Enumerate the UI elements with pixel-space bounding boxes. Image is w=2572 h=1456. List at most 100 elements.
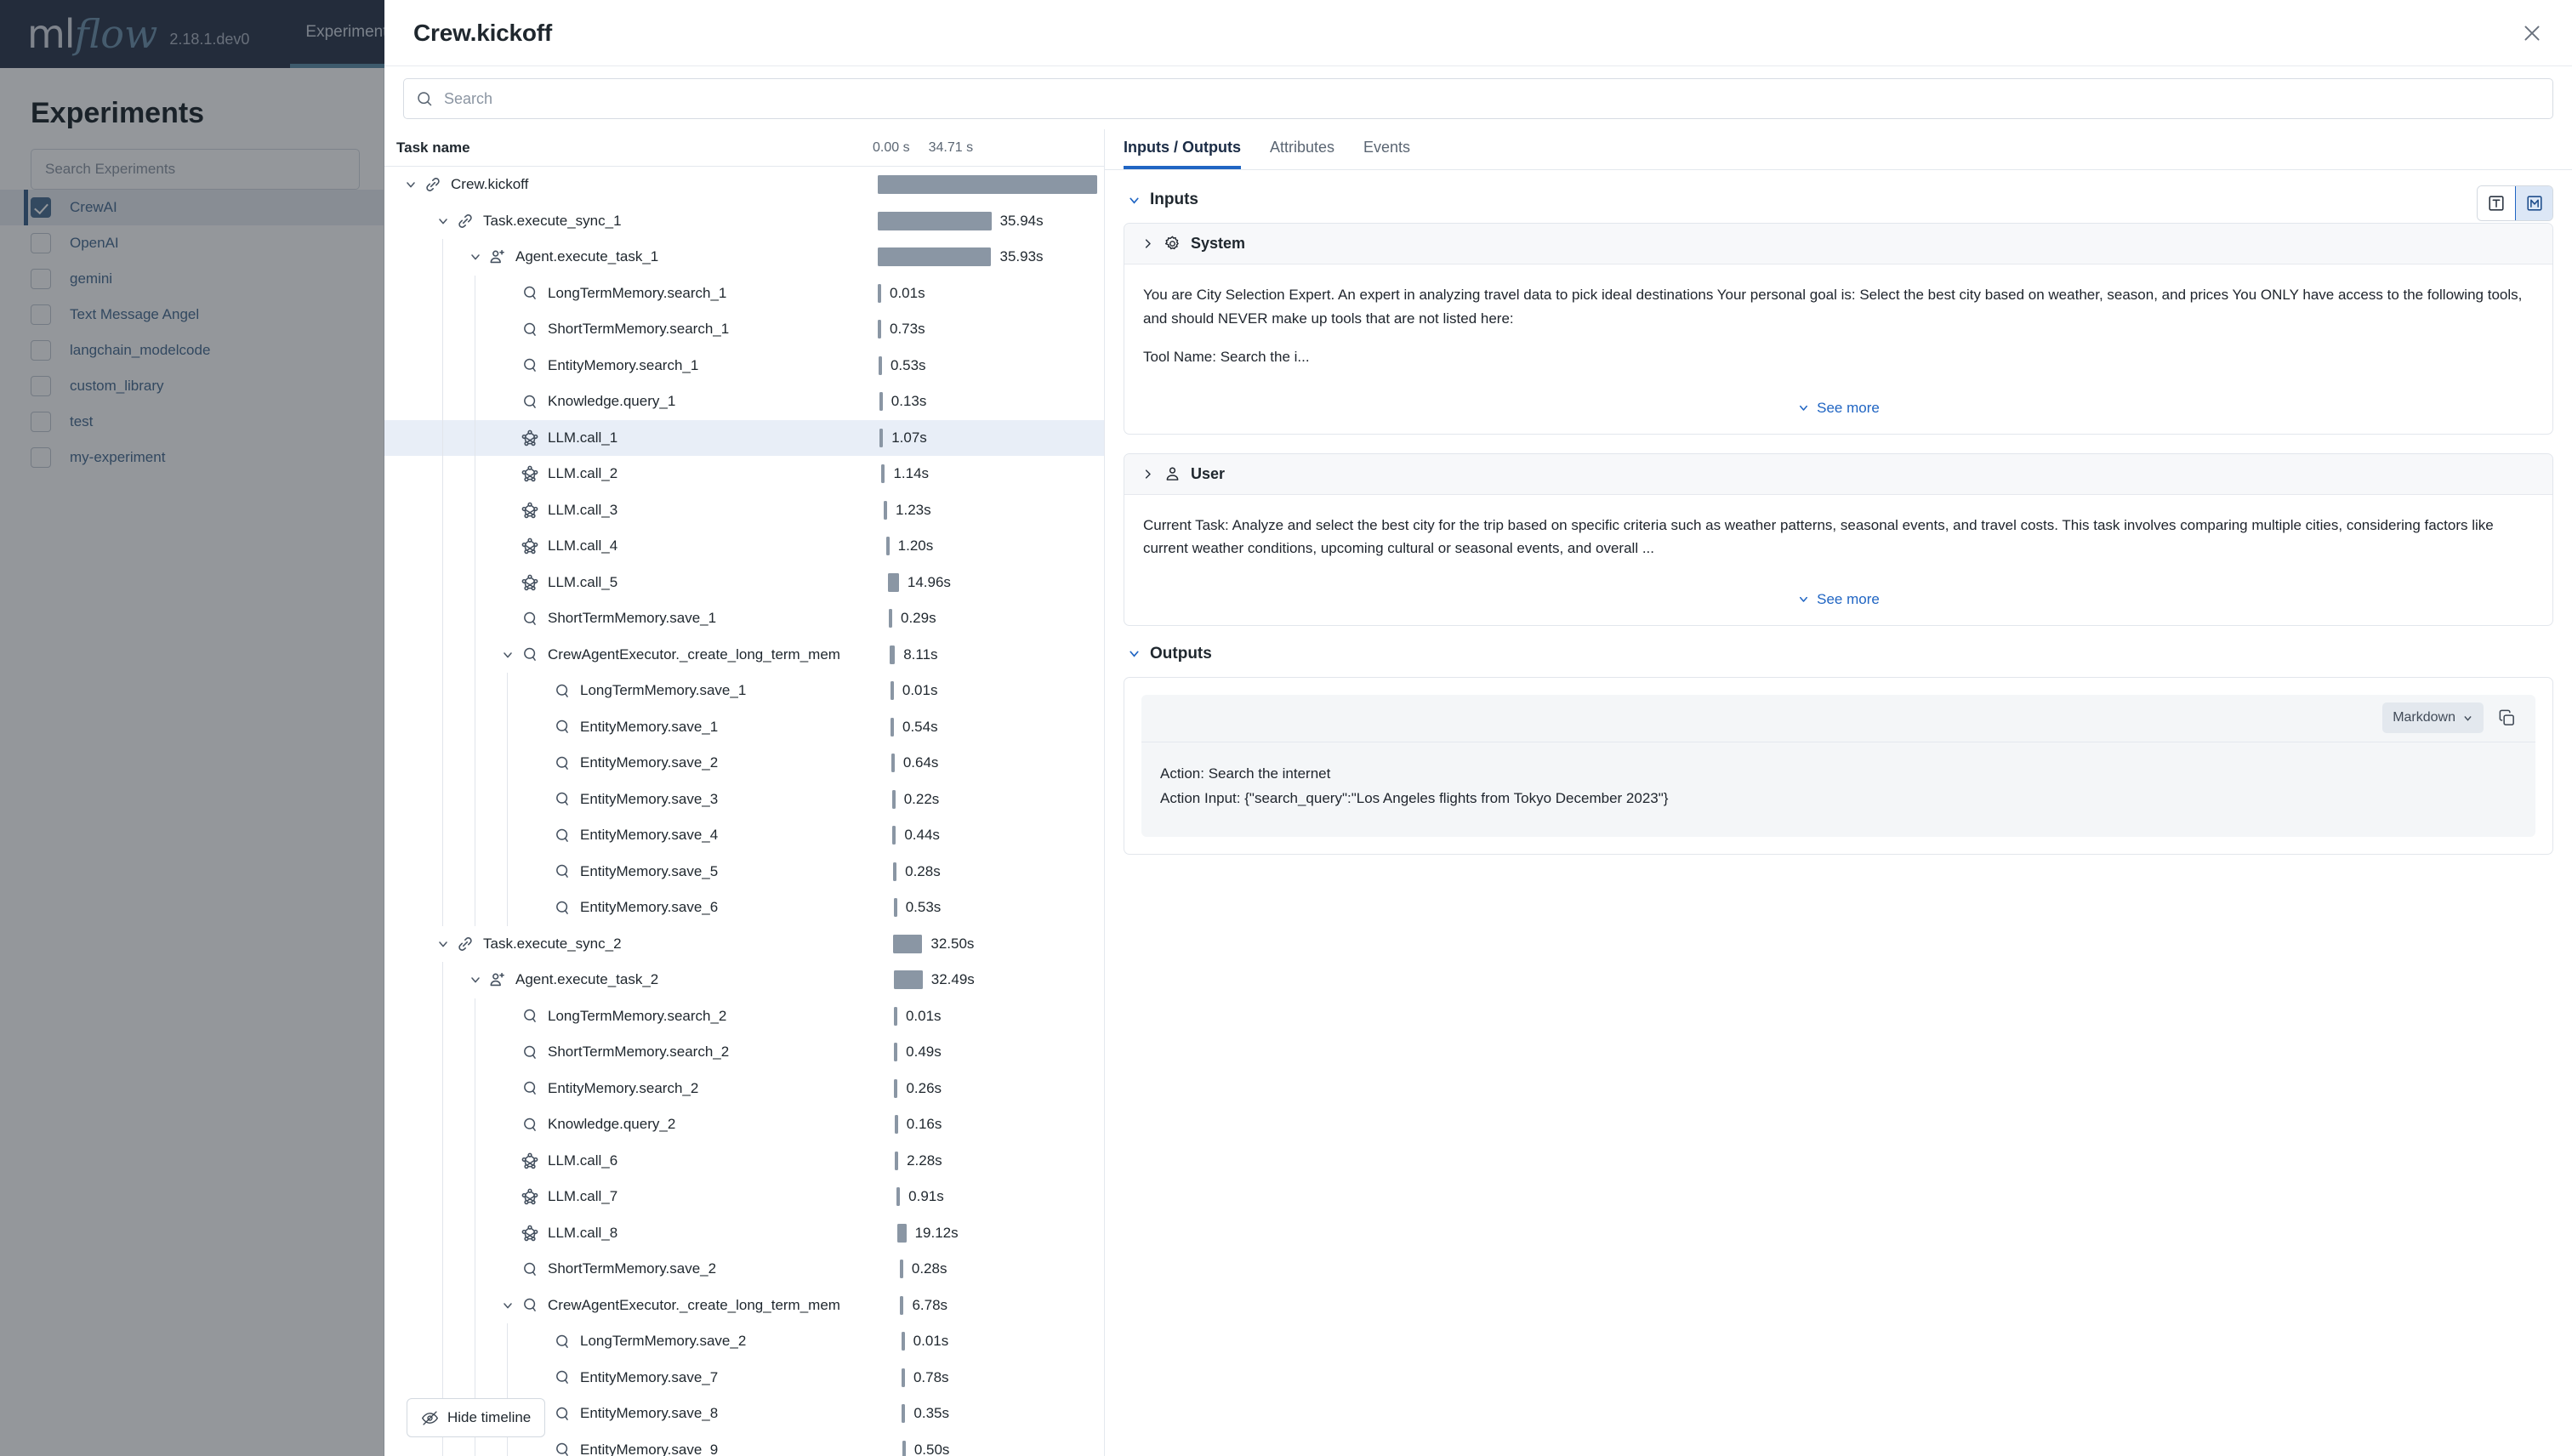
format-text-button[interactable] [2478, 186, 2515, 220]
task-row[interactable]: ShortTermMemory.search_1 0.73s [384, 311, 1104, 348]
task-row[interactable]: EntityMemory.search_2 0.26s [384, 1070, 1104, 1107]
task-row[interactable]: LLM.call_6 2.28s [384, 1142, 1104, 1179]
task-row[interactable]: ShortTermMemory.save_1 0.29s [384, 600, 1104, 637]
experiment-list-item[interactable]: gemini [0, 261, 384, 297]
task-row[interactable]: CrewAgentExecutor._create_long_term_mem 6… [384, 1287, 1104, 1323]
message-role-header[interactable]: System [1124, 224, 2552, 264]
task-row[interactable]: Agent.execute_task_2 32.49s [384, 962, 1104, 998]
copy-icon[interactable] [2497, 708, 2517, 728]
task-row[interactable]: ShortTermMemory.search_2 0.49s [384, 1034, 1104, 1071]
output-format-select[interactable]: Markdown [2382, 702, 2484, 734]
task-row[interactable]: EntityMemory.save_6 0.53s [384, 890, 1104, 926]
duration-bar [879, 392, 883, 412]
experiment-list-item[interactable]: Text Message Angel [0, 297, 384, 333]
task-row[interactable]: EntityMemory.save_4 0.44s [384, 817, 1104, 854]
trace-search-input[interactable]: Search [403, 78, 2553, 119]
inputs-section-header[interactable]: Inputs [1127, 185, 2553, 221]
task-row[interactable]: LongTermMemory.search_1 0.01s [384, 275, 1104, 311]
task-row[interactable]: EntityMemory.save_9 0.50s [384, 1431, 1104, 1456]
llm-icon [519, 1152, 541, 1170]
task-row[interactable]: Agent.execute_task_1 35.93s [384, 239, 1104, 276]
task-row[interactable]: Knowledge.query_2 0.16s [384, 1106, 1104, 1143]
experiment-checkbox[interactable] [31, 376, 51, 396]
task-label: EntityMemory.save_2 [580, 754, 719, 771]
tab-attributes[interactable]: Attributes [1269, 139, 1335, 156]
hide-timeline-button[interactable]: Hide timeline [407, 1398, 546, 1437]
chevron-down-icon[interactable] [464, 973, 487, 987]
outputs-section-header[interactable]: Outputs [1127, 645, 2553, 663]
task-row[interactable]: EntityMemory.save_7 0.78s [384, 1359, 1104, 1396]
duration-label: 0.64s [902, 754, 939, 771]
task-bar-cell: 0.26s [866, 1071, 1104, 1107]
mlflow-logo[interactable]: ml flow 2.18.1.dev0 [0, 14, 249, 54]
chevron-down-icon[interactable] [497, 1299, 519, 1312]
task-row[interactable]: LLM.call_2 1.14s [384, 456, 1104, 492]
search-icon [551, 754, 573, 772]
chevron-down-icon[interactable] [464, 250, 487, 264]
experiment-list-item[interactable]: test [0, 404, 384, 440]
trace-detail-modal: Crew.kickoff Search Task name 0.00 s 34.… [384, 0, 2572, 1456]
experiment-checkbox[interactable] [31, 233, 51, 253]
task-row[interactable]: Crew.kickoff 69.42s [384, 167, 1104, 203]
experiment-list-item[interactable]: langchain_modelcode [0, 333, 384, 368]
experiment-checkbox[interactable] [31, 197, 51, 218]
experiment-list-item[interactable]: OpenAI [0, 225, 384, 261]
task-row[interactable]: EntityMemory.save_1 0.54s [384, 708, 1104, 745]
experiment-list-item[interactable]: CrewAI [0, 190, 384, 225]
duration-label: 35.94s [999, 212, 1044, 229]
task-row[interactable]: LongTermMemory.save_1 0.01s [384, 673, 1104, 709]
duration-label: 0.28s [905, 862, 941, 879]
task-row[interactable]: LLM.call_7 0.91s [384, 1179, 1104, 1215]
task-row[interactable]: LLM.call_1 1.07s [384, 419, 1104, 456]
experiments-search-input[interactable]: Search Experiments [31, 149, 360, 190]
task-row[interactable]: EntityMemory.search_1 0.53s [384, 347, 1104, 384]
task-row[interactable]: Task.execute_sync_2 32.50s [384, 926, 1104, 963]
task-label: Agent.execute_task_2 [515, 971, 659, 988]
tick-start-label: 0.00 s [873, 139, 910, 155]
close-icon[interactable] [2521, 22, 2543, 44]
task-row[interactable]: CrewAgentExecutor._create_long_term_mem 8… [384, 636, 1104, 673]
experiment-list-item[interactable]: custom_library [0, 368, 384, 404]
detail-tabs: Inputs / Outputs Attributes Events [1105, 129, 2572, 170]
task-bar-cell: 35.93s [866, 239, 1104, 276]
chevron-down-icon[interactable] [432, 937, 454, 951]
task-row[interactable]: LLM.call_5 14.96s [384, 564, 1104, 601]
chevron-down-icon[interactable] [400, 178, 422, 191]
experiment-checkbox[interactable] [31, 269, 51, 289]
experiment-checkbox[interactable] [31, 340, 51, 361]
task-bar-cell: 0.50s [866, 1432, 1104, 1456]
chevron-down-icon[interactable] [497, 648, 519, 662]
modal-header: Crew.kickoff [384, 0, 2572, 66]
task-name-cell: EntityMemory.search_1 [384, 347, 866, 384]
experiment-checkbox[interactable] [31, 447, 51, 468]
task-name-cell: LLM.call_7 [384, 1179, 866, 1215]
task-row[interactable]: LLM.call_4 1.20s [384, 528, 1104, 565]
task-bar-cell: 14.96s [866, 565, 1104, 601]
experiment-checkbox[interactable] [31, 304, 51, 325]
task-row[interactable]: LLM.call_8 19.12s [384, 1214, 1104, 1251]
experiment-list-item[interactable]: my-experiment [0, 440, 384, 475]
nav-item-experiments[interactable]: Experiments [290, 0, 412, 68]
experiment-name: my-experiment [70, 449, 166, 465]
experiment-checkbox[interactable] [31, 412, 51, 432]
format-markdown-button[interactable] [2515, 186, 2552, 220]
outputs-inner: Markdown Action: Search the internet Acti… [1141, 694, 2535, 838]
task-row[interactable]: EntityMemory.save_5 0.28s [384, 853, 1104, 890]
search-icon [519, 1116, 541, 1134]
task-row[interactable]: LLM.call_3 1.23s [384, 492, 1104, 528]
task-name-cell: LLM.call_2 [384, 456, 866, 492]
task-row[interactable]: Task.execute_sync_1 35.94s [384, 203, 1104, 240]
tab-events[interactable]: Events [1363, 139, 1411, 156]
task-row[interactable]: LongTermMemory.search_2 0.01s [384, 998, 1104, 1034]
see-more-button[interactable]: See more [1124, 391, 2552, 434]
task-row[interactable]: LongTermMemory.save_2 0.01s [384, 1323, 1104, 1360]
task-row[interactable]: Knowledge.query_1 0.13s [384, 384, 1104, 420]
task-row[interactable]: ShortTermMemory.save_2 0.28s [384, 1251, 1104, 1288]
see-more-button[interactable]: See more [1124, 583, 2552, 625]
message-role-header[interactable]: User [1124, 453, 2552, 495]
chevron-down-icon[interactable] [432, 214, 454, 228]
tab-inputs-outputs[interactable]: Inputs / Outputs [1124, 129, 1241, 169]
task-row[interactable]: EntityMemory.save_2 0.64s [384, 745, 1104, 782]
task-row[interactable]: EntityMemory.save_3 0.22s [384, 781, 1104, 817]
duration-label: 0.01s [902, 682, 938, 699]
